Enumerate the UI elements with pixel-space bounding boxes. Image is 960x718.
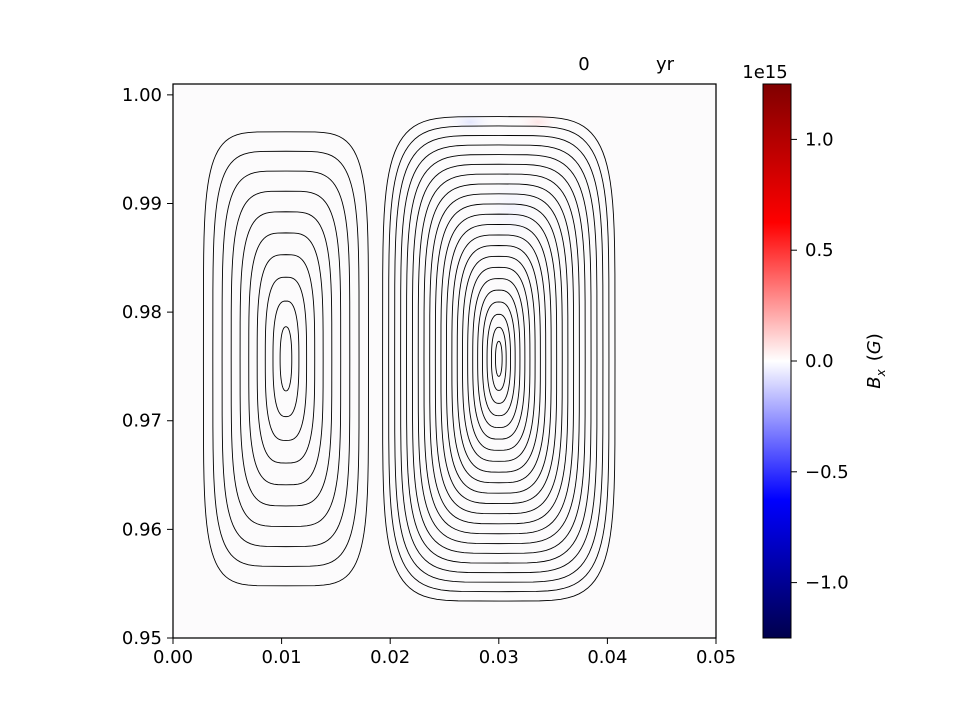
contour-line (382, 116, 616, 602)
time-value: 0 (578, 54, 589, 75)
x-axis: 0.00 0.01 0.02 0.03 0.04 0.05 (153, 638, 736, 668)
y-tick-label: 0.95 (122, 628, 162, 649)
contour-line (212, 150, 360, 567)
colorbar-tick-label: 0.0 (805, 351, 834, 372)
colorbar-tick-label: −1.0 (805, 573, 849, 594)
contour-line (248, 232, 324, 486)
field-blob-negative (442, 110, 498, 134)
contour-line (406, 154, 592, 564)
contour-line (202, 131, 369, 587)
contour-line (445, 223, 552, 494)
field-blob-center (472, 150, 552, 270)
contour-line (221, 170, 351, 548)
x-tick-label: 0.02 (370, 647, 410, 668)
contour-line (272, 300, 300, 418)
y-tick-label: 0.99 (122, 193, 162, 214)
contour-line (440, 213, 558, 504)
contour-line (394, 134, 604, 583)
x-tick-label: 0.03 (479, 647, 519, 668)
colorbar-tick-label: −0.5 (805, 462, 849, 483)
colorbar (762, 83, 792, 639)
x-tick-label: 0.05 (696, 647, 736, 668)
contour-line (467, 266, 531, 451)
contour-line (434, 203, 563, 515)
contour-line (429, 193, 569, 525)
contour-line (239, 211, 333, 507)
colorbar-label: Bx(G) (864, 333, 888, 388)
contour-line (256, 254, 316, 464)
y-tick-label: 0.96 (122, 519, 162, 540)
contour-line (230, 190, 342, 527)
contour-line (451, 234, 547, 484)
plot-background (173, 84, 716, 638)
contour-line (472, 278, 526, 440)
y-tick-label: 1.00 (122, 85, 162, 106)
contour-line (417, 173, 580, 545)
x-tick-label: 0.04 (587, 647, 627, 668)
time-unit: yr (656, 54, 675, 75)
y-axis: 0.95 0.96 0.97 0.98 0.99 1.00 (122, 85, 173, 649)
contour-line (264, 276, 308, 441)
contour-line (490, 326, 507, 391)
y-tick-label: 0.97 (122, 411, 162, 432)
contour-line (400, 144, 598, 574)
colorbar-exponent: 1e15 (742, 62, 787, 83)
contour-line (423, 183, 575, 535)
colorbar-tick-label: 0.5 (805, 240, 834, 261)
contour-lines (202, 116, 616, 602)
x-tick-label: 0.01 (262, 647, 302, 668)
x-tick-label: 0.00 (153, 647, 193, 668)
contour-line (411, 163, 586, 554)
field-blob-positive (512, 110, 564, 134)
contour-line (481, 301, 516, 417)
contour-line (462, 255, 536, 462)
y-tick-label: 0.98 (122, 302, 162, 323)
contour-line (495, 340, 503, 377)
contour-line (486, 313, 512, 404)
contour-line (477, 289, 521, 429)
plot-frame (172, 83, 717, 639)
contour-line (456, 245, 541, 473)
colorbar-ticks: −1.0 −0.5 0.0 0.5 1.0 (791, 129, 849, 594)
contour-line (388, 125, 610, 593)
contour-line (279, 326, 293, 392)
colorbar-tick-label: 1.0 (805, 129, 834, 150)
